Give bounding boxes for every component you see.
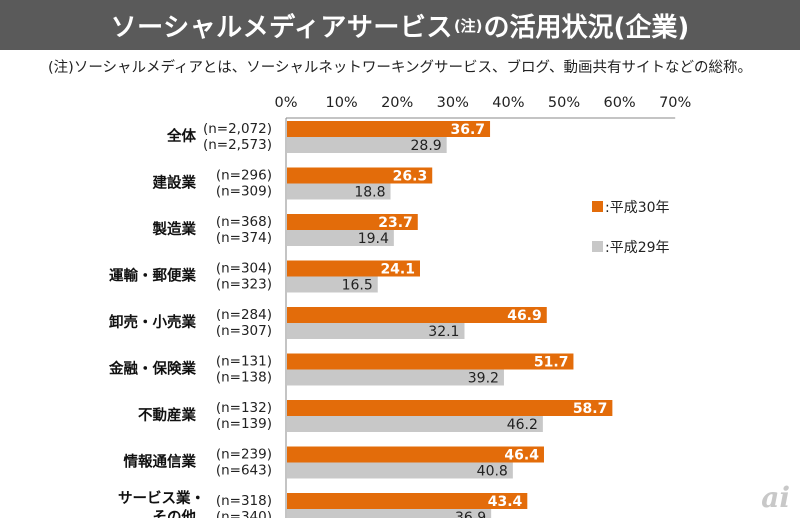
data-label-h30: 43.4 bbox=[488, 494, 523, 510]
sample-size-label: (n=307) bbox=[216, 323, 272, 339]
sample-size-label: (n=643) bbox=[216, 463, 272, 479]
bar-h29 bbox=[287, 230, 394, 246]
data-label-h30: 51.7 bbox=[534, 355, 569, 371]
category-label: 不動産業 bbox=[138, 406, 196, 424]
x-tick-label: 60% bbox=[603, 95, 635, 111]
bar-h29 bbox=[287, 183, 391, 200]
data-label-h29: 18.8 bbox=[354, 185, 385, 201]
bar-h29 bbox=[287, 323, 465, 339]
title-note-marker: (注) bbox=[453, 16, 483, 35]
x-tick-label: 70% bbox=[659, 95, 691, 111]
data-label-h30: 58.7 bbox=[573, 401, 608, 417]
sample-size-label: (n=296) bbox=[216, 168, 272, 184]
data-label-h29: 32.1 bbox=[428, 324, 459, 340]
data-label-h30: 46.9 bbox=[507, 308, 542, 324]
bar-h30 bbox=[287, 400, 613, 416]
legend-label: :平成30年 bbox=[605, 200, 670, 216]
data-label-h30: 36.7 bbox=[451, 122, 486, 138]
bar-h30 bbox=[287, 167, 433, 184]
x-tick-label: 0% bbox=[274, 95, 297, 111]
data-label-h29: 28.9 bbox=[411, 138, 442, 154]
category-label: 全体 bbox=[166, 127, 196, 145]
data-label-h29: 40.8 bbox=[477, 464, 508, 480]
legend-swatch bbox=[592, 241, 603, 252]
category-label: サービス業・ bbox=[118, 489, 205, 507]
sample-size-label: (n=139) bbox=[216, 416, 272, 432]
bar-h30 bbox=[287, 214, 418, 230]
data-label-h30: 23.7 bbox=[378, 215, 413, 231]
bar-h30 bbox=[287, 353, 574, 370]
sample-size-label: (n=138) bbox=[216, 370, 272, 386]
bar-h30 bbox=[287, 260, 420, 277]
sample-size-label: (n=323) bbox=[216, 277, 272, 293]
data-label-h29: 46.2 bbox=[507, 417, 538, 433]
category-label: 運輸・郵便業 bbox=[109, 267, 196, 285]
sample-size-label: (n=368) bbox=[216, 214, 272, 230]
bar-h29 bbox=[287, 462, 513, 479]
x-tick-label: 50% bbox=[548, 95, 580, 111]
page-title-suffix: の活用状況(企業) bbox=[483, 12, 690, 43]
category-label: 金融・保険業 bbox=[108, 360, 196, 378]
sample-size-label: (n=304) bbox=[216, 261, 272, 277]
sample-size-label: (n=2,573) bbox=[203, 137, 272, 153]
legend-swatch bbox=[592, 201, 603, 212]
category-label: 建設業 bbox=[153, 174, 197, 192]
title-bar: ソーシャルメディアサービス (注) の活用状況(企業) bbox=[0, 0, 800, 50]
sample-size-label: (n=284) bbox=[216, 307, 272, 323]
bar-h30 bbox=[287, 307, 547, 323]
category-label: 情報通信業 bbox=[124, 453, 197, 471]
data-label-h29: 19.4 bbox=[358, 231, 389, 247]
x-tick-label: 10% bbox=[325, 95, 357, 111]
data-label-h30: 24.1 bbox=[380, 262, 415, 278]
data-label-h29: 16.5 bbox=[342, 278, 373, 294]
data-label-h30: 26.3 bbox=[393, 169, 428, 185]
page-title: ソーシャルメディアサービス bbox=[110, 12, 453, 43]
bar-h29 bbox=[287, 369, 504, 386]
bar-h30 bbox=[287, 493, 528, 509]
category-label: 製造業 bbox=[152, 220, 197, 238]
sample-size-label: (n=239) bbox=[216, 447, 272, 463]
category-label-line2: その他 bbox=[153, 508, 197, 518]
watermark-logo: ai bbox=[761, 481, 790, 514]
sample-size-label: (n=340) bbox=[216, 509, 272, 518]
data-label-h29: 39.2 bbox=[468, 371, 499, 387]
bar-h29 bbox=[287, 509, 492, 518]
legend-label: :平成29年 bbox=[605, 240, 670, 256]
sample-size-label: (n=2,072) bbox=[203, 121, 272, 137]
sample-size-label: (n=374) bbox=[216, 230, 272, 246]
data-label-h29: 36.9 bbox=[455, 510, 486, 518]
sample-size-label: (n=318) bbox=[216, 493, 272, 509]
footnote: (注)ソーシャルメディアとは、ソーシャルネットワーキングサービス、ブログ、動画共… bbox=[48, 60, 752, 76]
bar-h29 bbox=[287, 137, 447, 153]
bar-h30 bbox=[287, 121, 491, 137]
bar-h29 bbox=[287, 276, 378, 293]
sample-size-label: (n=132) bbox=[216, 400, 272, 416]
bar-h29 bbox=[287, 416, 543, 432]
bar-h30 bbox=[287, 446, 544, 463]
data-label-h30: 46.4 bbox=[504, 448, 539, 464]
category-label: 卸売・小売業 bbox=[109, 313, 196, 331]
sample-size-label: (n=309) bbox=[216, 184, 272, 200]
x-tick-label: 20% bbox=[381, 95, 413, 111]
sample-size-label: (n=131) bbox=[216, 354, 272, 370]
x-tick-label: 30% bbox=[437, 95, 469, 111]
x-tick-label: 40% bbox=[492, 95, 524, 111]
